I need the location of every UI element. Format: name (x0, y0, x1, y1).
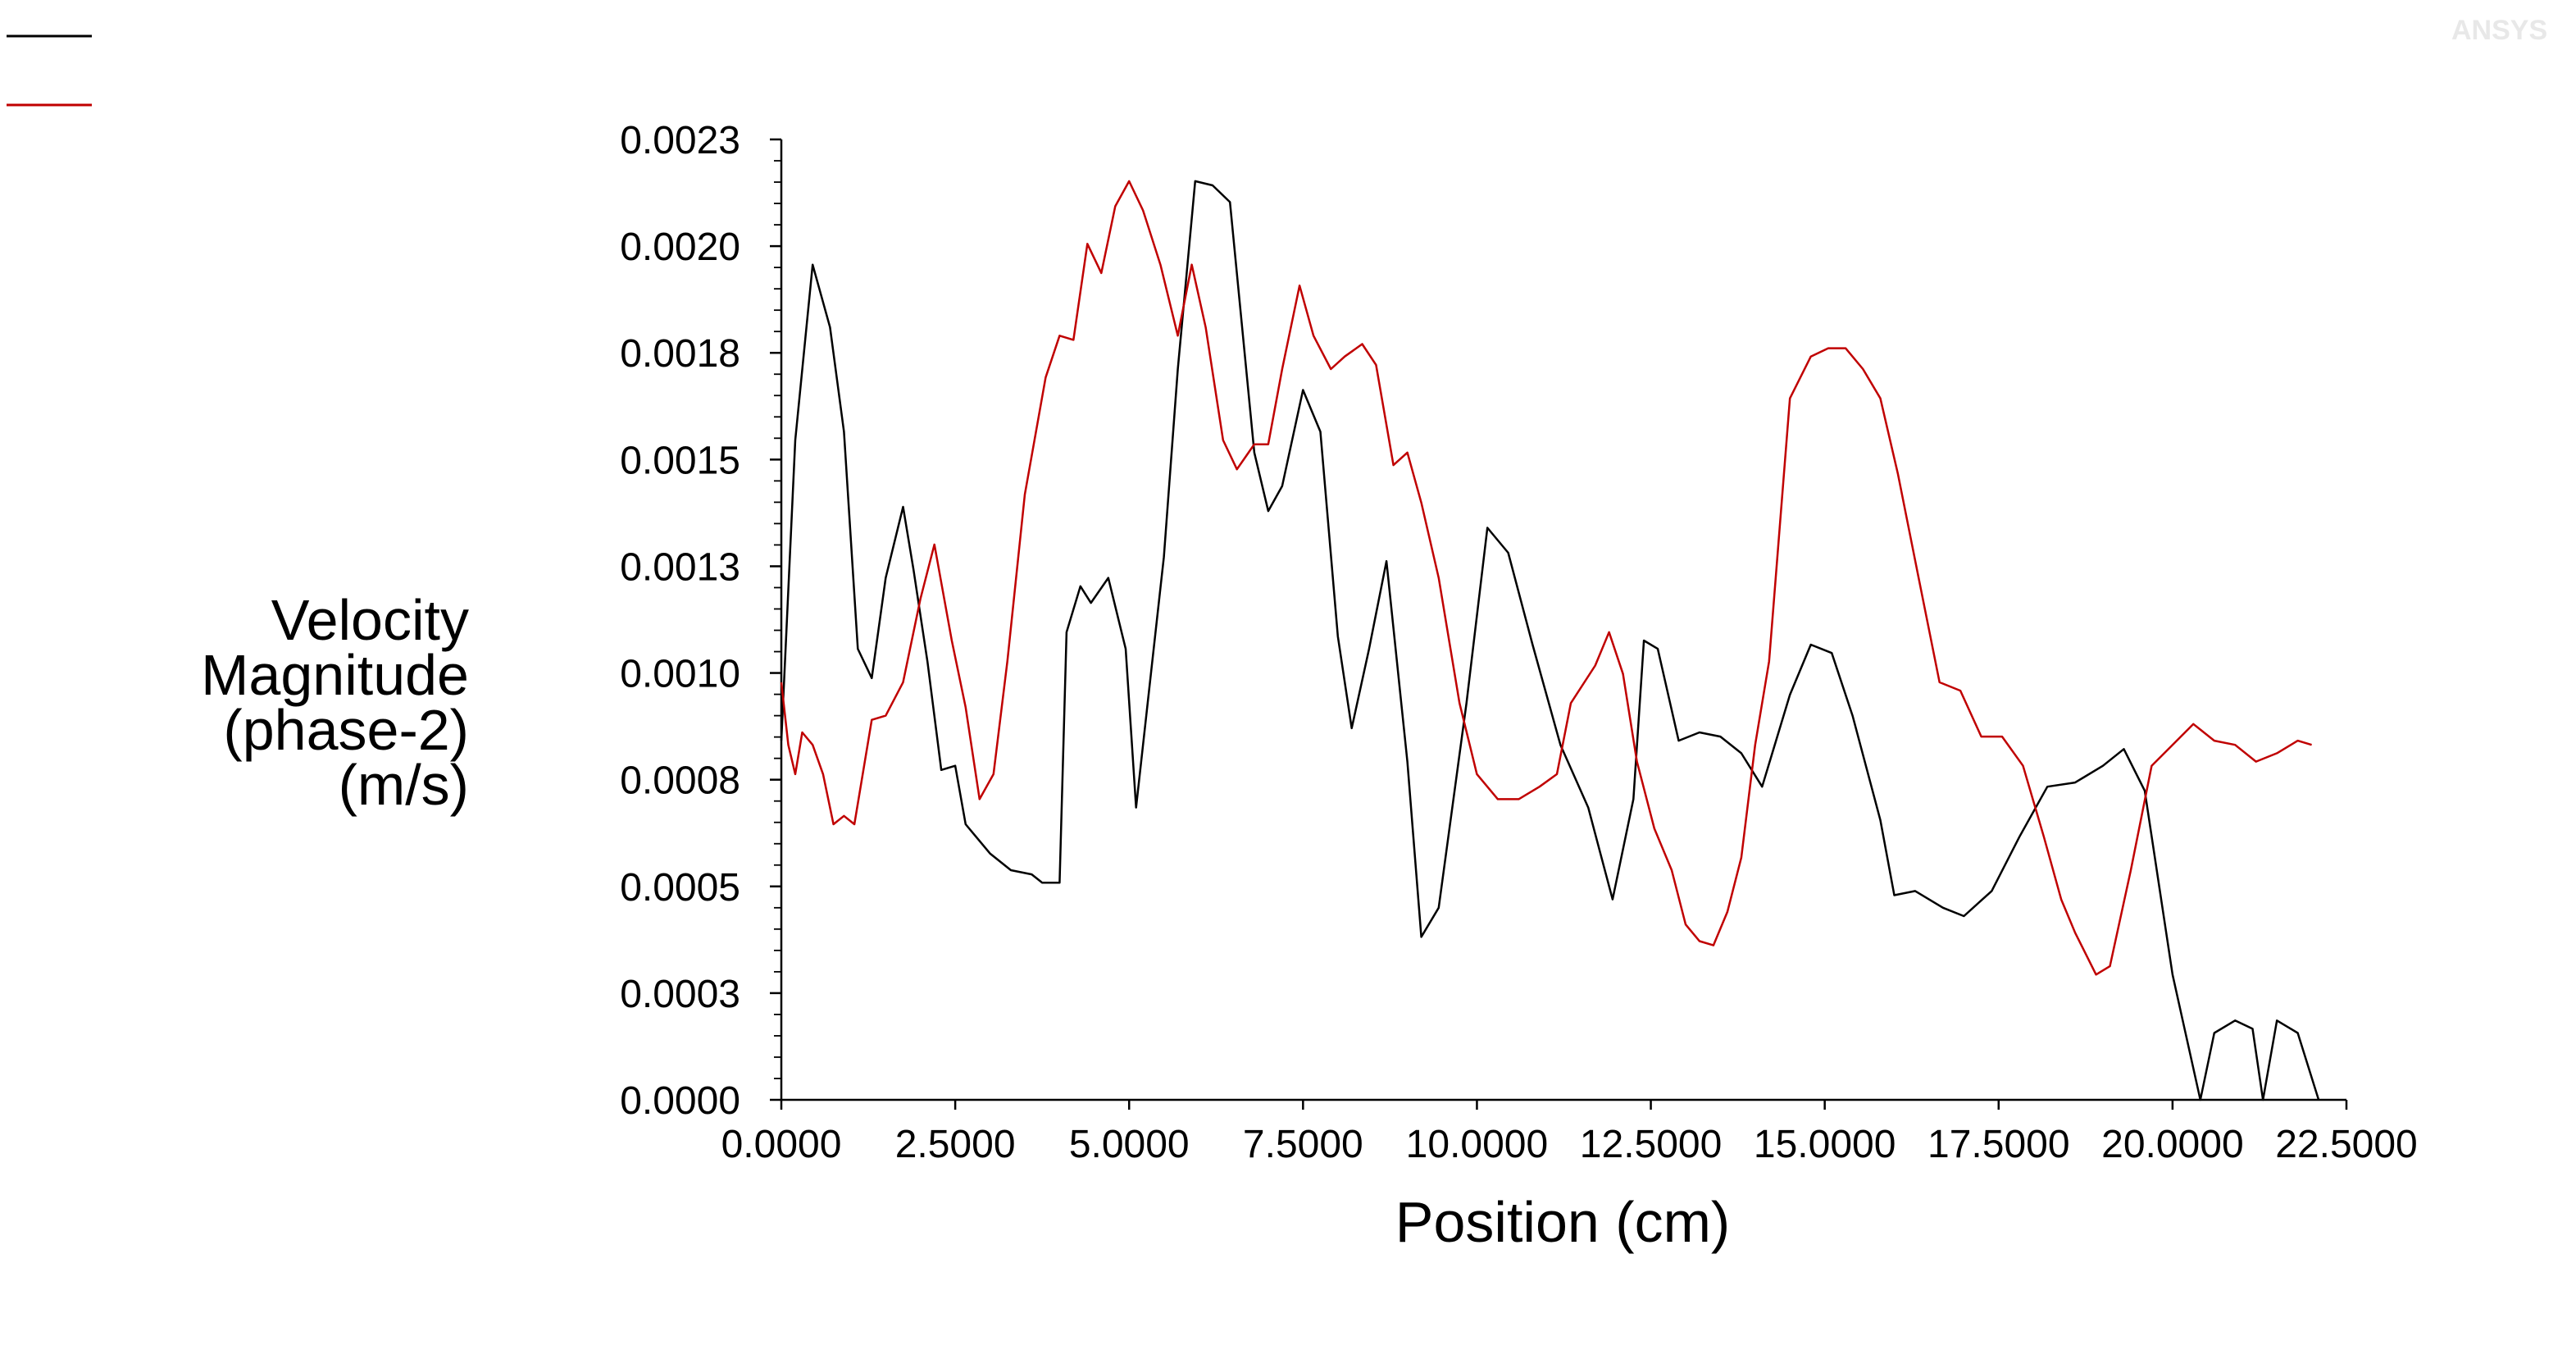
y-tick-label: 0.0005 (620, 866, 740, 910)
x-tick-label: 7.5000 (1243, 1123, 1363, 1166)
x-axis-title: Position (cm) (1395, 1190, 1730, 1254)
y-tick-label: 0.0013 (620, 545, 740, 589)
y-tick-label: 0.0015 (620, 439, 740, 482)
x-tick-label: 20.0000 (2101, 1123, 2244, 1166)
y-tick-label: 0.0003 (620, 973, 740, 1016)
x-tick-label: 2.5000 (895, 1123, 1016, 1166)
ticks (770, 138, 2348, 1110)
x-tick-label: 10.0000 (1406, 1123, 1549, 1166)
axes (780, 139, 2346, 1101)
y-tick-label: 0.0023 (620, 119, 740, 162)
y-tick-label: 0.0000 (620, 1079, 740, 1123)
y-tick-label: 0.0010 (620, 653, 740, 696)
y-axis-title-line: (phase-2) (223, 698, 469, 762)
x-tick-label: 15.0000 (1754, 1123, 1896, 1166)
legend (7, 34, 92, 107)
y-tick-label: 0.0008 (620, 759, 740, 803)
y-tick-label: 0.0020 (620, 226, 740, 269)
series-line-1 (780, 180, 2312, 976)
tick-labels: 0.0000 0.0003 0.0005 0.0008 0.0010 0.0013 0.00… (620, 119, 2418, 1166)
y-axis-title-line: Velocity (271, 588, 469, 652)
y-tick-label: 0.0018 (620, 332, 740, 376)
ansys-logo: ANSYS (2451, 15, 2547, 46)
x-tick-label: 17.5000 (1927, 1123, 2070, 1166)
x-tick-label: 12.5000 (1580, 1123, 1723, 1166)
series-line-0 (780, 180, 2320, 1101)
y-axis-title-line: Magnitude (201, 643, 469, 707)
series-layer (780, 180, 2320, 1101)
x-tick-label: 5.0000 (1069, 1123, 1190, 1166)
x-tick-label: 0.0000 (721, 1123, 842, 1166)
y-axis-title-line: (m/s) (339, 753, 469, 817)
x-tick-label: 22.5000 (2275, 1123, 2418, 1166)
